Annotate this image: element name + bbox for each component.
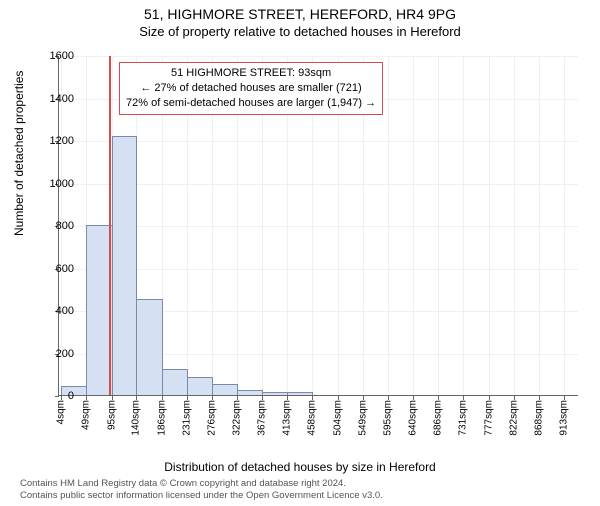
- xtick-label: 686sqm: [433, 400, 444, 436]
- histogram-bar: [212, 384, 238, 395]
- gridline-v: [463, 56, 464, 395]
- legend-line: 72% of semi-detached houses are larger (…: [126, 96, 376, 111]
- xtick-label: 49sqm: [81, 400, 92, 430]
- xtick-label: 913sqm: [559, 400, 570, 436]
- gridline-v: [438, 56, 439, 395]
- ytick-label: 200: [34, 348, 74, 360]
- xtick-label: 549sqm: [357, 400, 368, 436]
- xtick-label: 4sqm: [56, 400, 67, 424]
- footer-line-2: Contains public sector information licen…: [20, 490, 383, 502]
- gridline-v: [539, 56, 540, 395]
- xtick-label: 276sqm: [206, 400, 217, 436]
- xtick-label: 822sqm: [508, 400, 519, 436]
- footer-line-1: Contains HM Land Registry data © Crown c…: [20, 478, 383, 490]
- xtick-label: 731sqm: [458, 400, 469, 436]
- ytick-label: 1400: [34, 93, 74, 105]
- xtick-label: 504sqm: [332, 400, 343, 436]
- xtick-label: 868sqm: [534, 400, 545, 436]
- y-axis-title: Number of detached properties: [12, 71, 26, 236]
- xtick-label: 640sqm: [408, 400, 419, 436]
- xtick-label: 231sqm: [181, 400, 192, 436]
- ytick-label: 400: [34, 305, 74, 317]
- page-subtitle: Size of property relative to detached ho…: [0, 24, 600, 39]
- xtick-label: 777sqm: [483, 400, 494, 436]
- plot-area: 4sqm49sqm95sqm140sqm186sqm231sqm276sqm32…: [58, 56, 578, 396]
- page-title: 51, HIGHMORE STREET, HEREFORD, HR4 9PG: [0, 6, 600, 22]
- xtick-label: 413sqm: [282, 400, 293, 436]
- x-axis-title: Distribution of detached houses by size …: [0, 460, 600, 474]
- xtick-label: 458sqm: [307, 400, 318, 436]
- gridline-v: [489, 56, 490, 395]
- histogram-bar: [262, 392, 288, 395]
- ytick-label: 600: [34, 263, 74, 275]
- xtick-label: 367sqm: [257, 400, 268, 436]
- ytick-label: 0: [34, 390, 74, 402]
- histogram-bar: [237, 390, 263, 395]
- xtick-label: 322sqm: [232, 400, 243, 436]
- histogram-bar: [287, 392, 313, 395]
- footer-attribution: Contains HM Land Registry data © Crown c…: [20, 478, 383, 502]
- xtick-label: 95sqm: [106, 400, 117, 430]
- legend-line: ← 27% of detached houses are smaller (72…: [126, 81, 376, 96]
- ytick-label: 800: [34, 220, 74, 232]
- histogram-bar: [187, 377, 213, 395]
- gridline-v: [564, 56, 565, 395]
- ytick-label: 1000: [34, 178, 74, 190]
- property-marker-line: [109, 56, 111, 395]
- xtick-label: 140sqm: [131, 400, 142, 436]
- ytick-label: 1200: [34, 135, 74, 147]
- histogram-bar: [162, 369, 188, 396]
- xtick-label: 595sqm: [383, 400, 394, 436]
- xtick-label: 186sqm: [156, 400, 167, 436]
- legend-box: 51 HIGHMORE STREET: 93sqm← 27% of detach…: [119, 62, 383, 115]
- ytick-label: 1600: [34, 50, 74, 62]
- gridline-v: [413, 56, 414, 395]
- legend-line: 51 HIGHMORE STREET: 93sqm: [126, 66, 376, 81]
- histogram-bar: [136, 299, 162, 395]
- gridline-v: [388, 56, 389, 395]
- gridline-v: [514, 56, 515, 395]
- chart-container: 4sqm49sqm95sqm140sqm186sqm231sqm276sqm32…: [58, 56, 578, 426]
- histogram-bar: [112, 136, 138, 395]
